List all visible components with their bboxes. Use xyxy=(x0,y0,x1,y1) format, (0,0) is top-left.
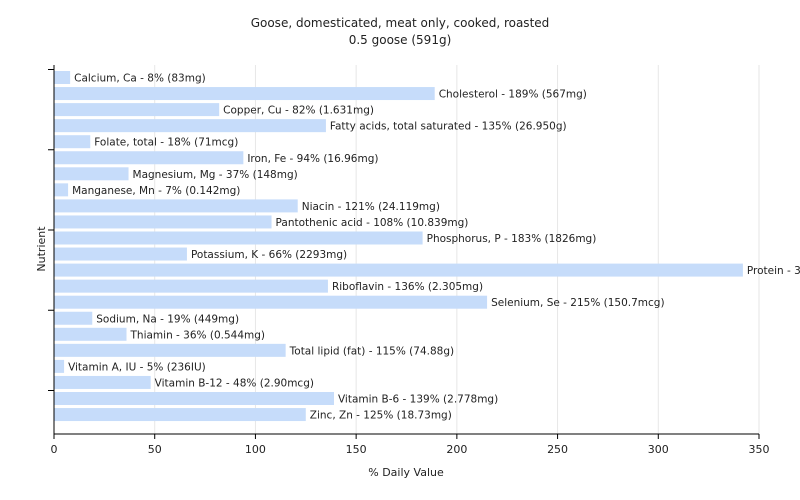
bar-label: Pantothenic acid - 108% (10.839mg) xyxy=(276,217,469,229)
x-tick-label: 50 xyxy=(148,443,162,456)
y-axis-label: Nutrient xyxy=(35,226,48,272)
x-tick-label: 200 xyxy=(446,443,467,456)
x-tick-label: 150 xyxy=(346,443,367,456)
x-tick-label: 300 xyxy=(648,443,669,456)
bar-label: Folate, total - 18% (71mcg) xyxy=(94,137,238,149)
x-tick-label: 0 xyxy=(51,443,58,456)
bar-label: Riboflavin - 136% (2.305mg) xyxy=(332,281,483,293)
bar xyxy=(54,167,129,181)
bar xyxy=(54,327,127,341)
bar-label: Phosphorus, P - 183% (1826mg) xyxy=(427,233,597,245)
bar-label: Iron, Fe - 94% (16.96mg) xyxy=(247,153,378,165)
bar xyxy=(54,408,306,422)
bar xyxy=(54,279,328,293)
bar-label: Calcium, Ca - 8% (83mg) xyxy=(74,73,206,85)
x-tick-label: 100 xyxy=(245,443,266,456)
x-tick-label: 350 xyxy=(749,443,770,456)
bar-label: Potassium, K - 66% (2293mg) xyxy=(191,249,347,261)
bar-label: Vitamin B-6 - 139% (2.778mg) xyxy=(338,394,498,406)
bar xyxy=(54,247,187,261)
bar xyxy=(54,359,65,373)
bar xyxy=(54,295,488,309)
bar-label: Vitamin A, IU - 5% (236IU) xyxy=(68,361,206,373)
bar xyxy=(54,343,286,357)
bar xyxy=(54,231,423,245)
bar xyxy=(54,311,93,325)
bar-label: Total lipid (fat) - 115% (74.88g) xyxy=(289,345,454,357)
bar xyxy=(54,87,435,101)
x-axis-label: % Daily Value xyxy=(368,466,444,479)
bar-label: Protein - 342% (171.21g) xyxy=(747,265,800,277)
bar-label: Niacin - 121% (24.119mg) xyxy=(302,201,440,213)
bar xyxy=(54,119,326,133)
bar xyxy=(54,135,91,149)
bar-label: Vitamin B-12 - 48% (2.90mcg) xyxy=(155,377,314,389)
bar-label: Selenium, Se - 215% (150.7mcg) xyxy=(491,297,664,309)
bar-label: Thiamin - 36% (0.544mg) xyxy=(130,329,266,341)
bar xyxy=(54,392,334,405)
bar-label: Sodium, Na - 19% (449mg) xyxy=(96,313,239,325)
chart-title: Goose, domesticated, meat only, cooked, … xyxy=(251,16,550,30)
bar xyxy=(54,199,298,213)
bar-label: Fatty acids, total saturated - 135% (26.… xyxy=(330,121,567,133)
axes: 0 50 100 150 200 250 300 350 xyxy=(48,65,770,456)
bar xyxy=(54,183,69,197)
bar-label: Magnesium, Mg - 37% (148mg) xyxy=(133,169,298,181)
bar xyxy=(54,151,244,165)
bar xyxy=(54,263,743,277)
bar xyxy=(54,215,272,229)
chart-subtitle: 0.5 goose (591g) xyxy=(349,33,452,47)
bar-label: Copper, Cu - 82% (1.631mg) xyxy=(223,105,374,117)
bar-label: Manganese, Mn - 7% (0.142mg) xyxy=(72,185,240,197)
bar xyxy=(54,71,71,84)
x-tick-label: 250 xyxy=(547,443,568,456)
bar-label: Zinc, Zn - 125% (18.73mg) xyxy=(310,410,452,422)
bar-series xyxy=(54,71,743,422)
bar-label: Cholesterol - 189% (567mg) xyxy=(439,89,587,101)
bar xyxy=(54,103,220,117)
bar-labels: Calcium, Ca - 8% (83mg) Cholesterol - 189… xyxy=(68,73,800,422)
bar xyxy=(54,375,151,389)
